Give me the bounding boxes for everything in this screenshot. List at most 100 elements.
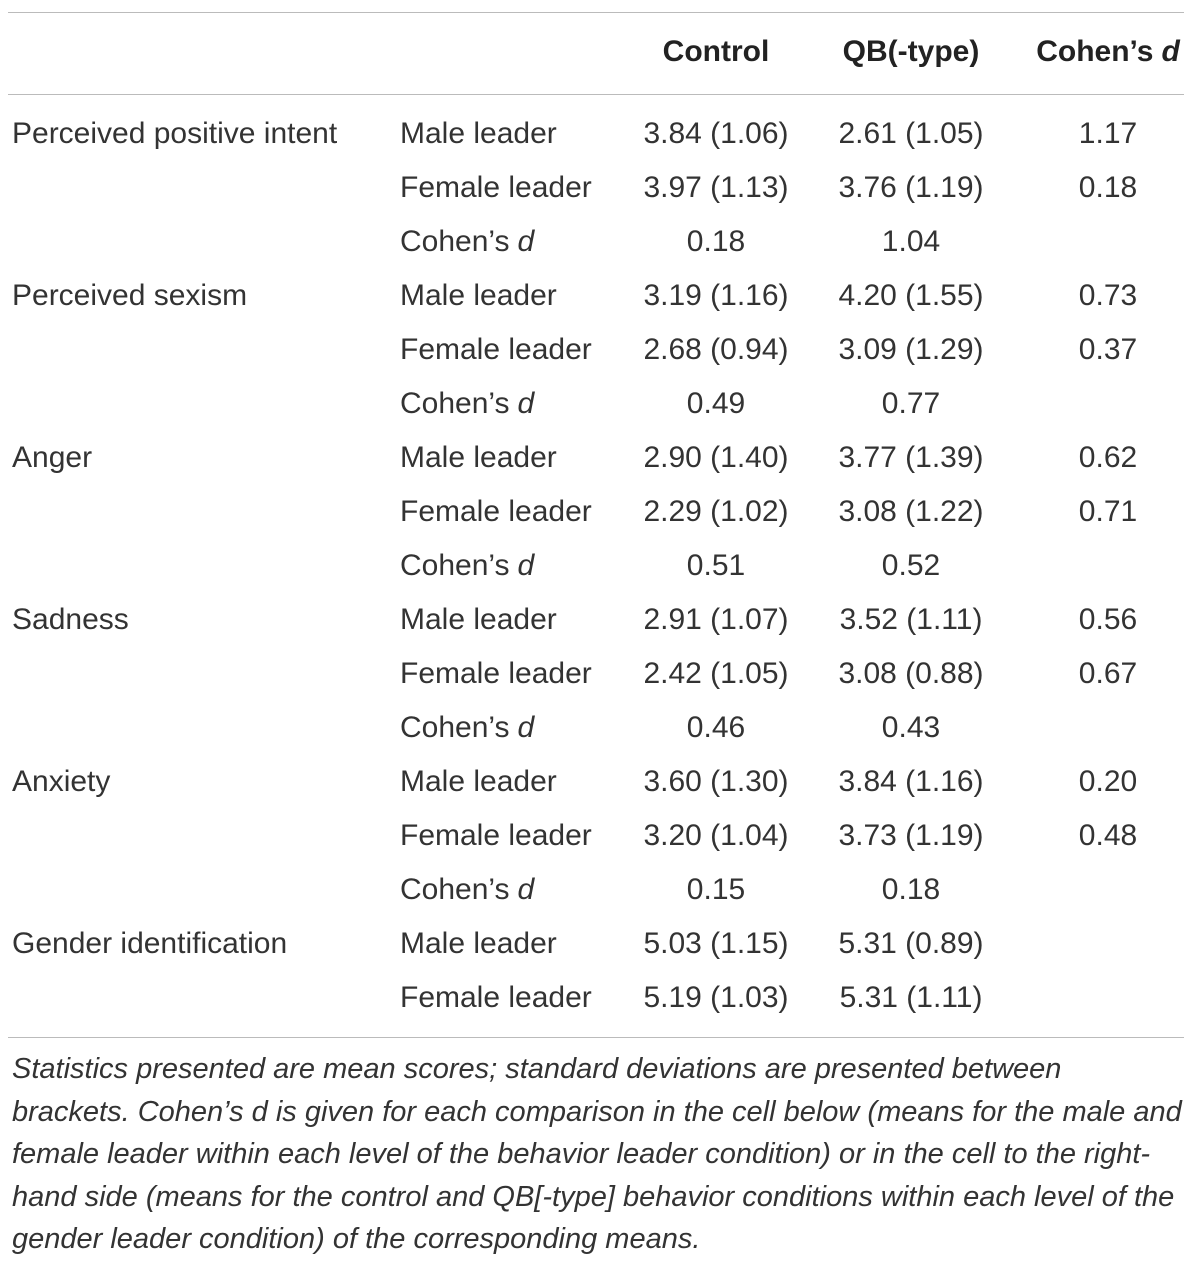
value-cell: 0.52 [881,549,941,582]
text-run: Control [662,35,770,68]
value-cell: 0.67 [1078,657,1138,690]
value-cell: 5.19 (1.03) [643,981,789,1014]
text-run: Male leader [400,765,557,798]
value-cell: 0.62 [1078,441,1138,474]
value-cell: 0.18 [686,225,746,258]
text-run: Cohen’s [400,711,510,744]
text-run: Cohen’s [400,873,510,906]
text-run: d [517,387,535,420]
value-cell: 2.90 (1.40) [643,441,789,474]
value-cell: 0.18 [1078,171,1138,204]
bottom-rule [8,1037,1184,1038]
group-label: Anxiety [12,765,111,798]
value-cell: 3.84 (1.16) [838,765,984,798]
text-run: d [517,549,535,582]
condition-label: Male leader [400,436,557,480]
text-run: Female leader [400,333,592,366]
value-cell: 1.17 [1078,117,1138,150]
text-run: Female leader [400,819,592,852]
text-run: Cohen’s [400,387,510,420]
text-run: Cohen’s [400,549,510,582]
value-cell: 0.49 [686,387,746,420]
text-run: Female leader [400,495,592,528]
column-header: Control [663,30,770,74]
condition-label: Female leader [400,976,592,1020]
value-cell: 2.61 (1.05) [838,117,984,150]
text-run: Male leader [400,441,557,474]
top-rule [8,12,1184,13]
group-label: Perceived positive intent [12,117,338,150]
value-cell: 2.42 (1.05) [643,657,789,690]
text-run: Female leader [400,657,592,690]
condition-label: Female leader [400,166,592,210]
value-cell: 3.08 (0.88) [838,657,984,690]
condition-label: Cohen’s d [400,544,534,588]
text-run: Female leader [400,981,592,1014]
text-run: Male leader [400,927,557,960]
text-run: Cohen’s [400,225,510,258]
condition-label: Cohen’s d [400,706,534,750]
value-cell: 0.51 [686,549,746,582]
value-cell: 0.18 [881,873,941,906]
value-cell: 0.15 [686,873,746,906]
value-cell: 3.60 (1.30) [643,765,789,798]
value-cell: 3.77 (1.39) [838,441,984,474]
group-label: Anger [12,441,93,474]
text-run: d [517,873,535,906]
text-run: Male leader [400,603,557,636]
value-cell: 0.73 [1078,279,1138,312]
condition-label: Female leader [400,490,592,534]
value-cell: 1.04 [881,225,941,258]
value-cell: 0.77 [881,387,941,420]
condition-label: Male leader [400,922,557,966]
condition-label: Male leader [400,760,557,804]
value-cell: 0.20 [1078,765,1138,798]
text-run: Female leader [400,171,592,204]
value-cell: 3.19 (1.16) [643,279,789,312]
text-run: d [517,225,535,258]
condition-label: Cohen’s d [400,382,534,426]
value-cell: 0.48 [1078,819,1138,852]
group-label: Perceived sexism [12,279,248,312]
value-cell: 2.91 (1.07) [643,603,789,636]
condition-label: Male leader [400,112,557,156]
value-cell: 5.03 (1.15) [643,927,789,960]
value-cell: 3.08 (1.22) [838,495,984,528]
value-cell: 0.37 [1078,333,1138,366]
text-run: d [517,711,535,744]
value-cell: 0.43 [881,711,941,744]
group-label: Gender identification [12,927,288,960]
value-cell: 3.20 (1.04) [643,819,789,852]
value-cell: 3.52 (1.11) [839,603,983,636]
condition-label: Female leader [400,652,592,696]
value-cell: 5.31 (1.11) [839,981,983,1014]
group-label: Sadness [12,603,129,636]
condition-label: Male leader [400,598,557,642]
value-cell: 0.71 [1078,495,1138,528]
value-cell: 2.29 (1.02) [643,495,789,528]
condition-label: Cohen’s d [400,220,534,264]
table-note: Statistics presented are mean scores; st… [12,1053,1182,1255]
column-header: Cohen’s d [1036,30,1180,74]
value-cell: 3.84 (1.06) [643,117,789,150]
column-header: QB(-type) [843,30,980,74]
value-cell: 5.31 (0.89) [838,927,984,960]
text-run: d [1161,35,1180,68]
header-rule [8,94,1184,95]
text-run: Male leader [400,279,557,312]
condition-label: Female leader [400,814,592,858]
value-cell: 2.68 (0.94) [643,333,789,366]
text-run: Cohen’s [1036,35,1154,68]
value-cell: 0.46 [686,711,746,744]
text-run: QB(-type) [842,35,980,68]
value-cell: 3.73 (1.19) [838,819,984,852]
value-cell: 0.56 [1078,603,1138,636]
condition-label: Male leader [400,274,557,318]
condition-label: Female leader [400,328,592,372]
text-run: Male leader [400,117,557,150]
value-cell: 4.20 (1.55) [838,279,984,312]
value-cell: 3.97 (1.13) [643,171,789,204]
condition-label: Cohen’s d [400,868,534,912]
value-cell: 3.09 (1.29) [838,333,984,366]
